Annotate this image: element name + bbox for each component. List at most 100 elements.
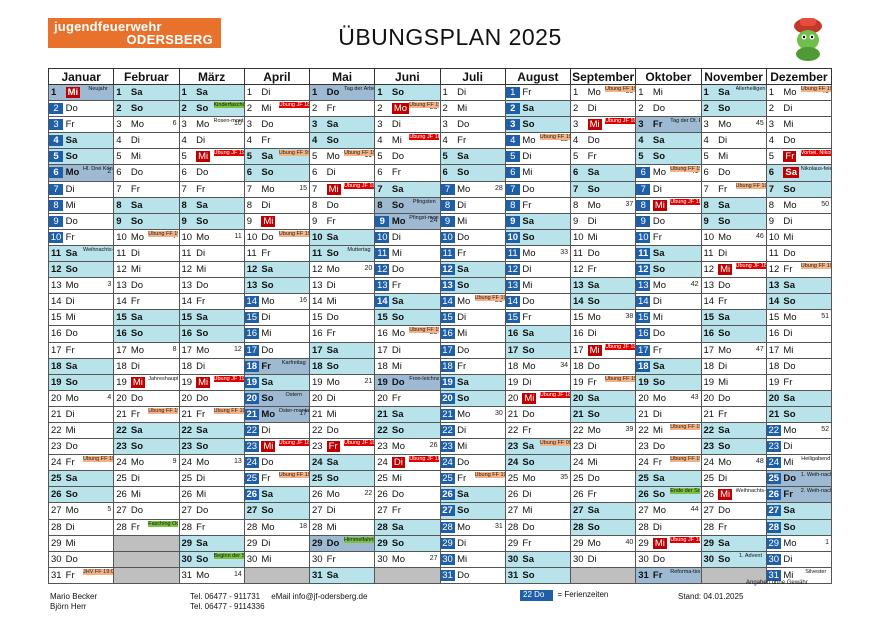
day-cell: 5 Mi [700,148,767,166]
day-cell: 11 Do [569,244,637,263]
day-cell: 30 Di [569,550,637,568]
day-cell: 6 Mo41Übung FF 19:00h [635,164,702,182]
week-number: 43 [690,393,699,401]
day-cell: 8 Fr [504,196,572,214]
day-label: 28 Fr [181,521,206,533]
day-label: 18 So [312,360,339,372]
day-label: 31 So [507,569,535,581]
day-cell: 18 Mo 34 [504,357,572,375]
email[interactable]: eMail info@jf-odersberg.de [271,592,368,601]
day-cell: 30 Mo 27 [374,550,441,568]
day-label: 25 Sa [51,473,78,485]
day-label: 6 Mi [506,167,532,179]
footer-contacts: Mario Becker Björn Herr [50,592,97,612]
day-label: 29 Fr [507,537,532,549]
day-label: 2 Di [768,103,793,115]
day-cell: 24 Fr Übung FF 19:00h [635,454,702,472]
week-number: 26 [429,442,438,450]
day-cell: 13 Do [113,277,180,295]
day-label: 10 Do [441,231,470,243]
day-cell: 19 MiJahreshaupt-vers. 18:00h [113,373,180,391]
day-label: 10 Mo [116,231,145,243]
day-label: 30 Sa [507,553,535,565]
day-cell: 25 Mo 35 [504,470,572,488]
day-label: 27 Do [703,505,731,517]
day-cell: 5 Di [504,148,572,166]
day-label: 28 Sa [377,521,404,533]
day-cell: 17 Di [374,341,441,359]
month-header-4: April [243,68,311,85]
day-label: 13 Mo [636,280,667,292]
day-cell: 29 Mo 40 [569,534,637,552]
day-label: 3 So [506,119,535,131]
day-label: 12 Mi [703,264,733,276]
day-note: Übung FF 19:00h [409,102,439,109]
day-cell: 16 Di [569,325,637,343]
day-cell: 6 Mi [504,164,572,182]
day-cell: 6 Di [308,164,376,182]
day-label: 12 Fr [573,264,597,276]
day-label: 18 Di [703,360,728,372]
day-label: 16 Mi [245,328,272,340]
day-label: 26 Mi [116,489,141,501]
day-cell: 8 Mi [47,196,115,214]
day-label: 3 Sa [312,119,339,131]
day-label: 11 Di [703,247,728,259]
day-label: 26 Mi [181,489,207,501]
day-label: 2 So [703,103,731,115]
day-cell: 1 Mo49Übung FF 19:00h [765,83,833,102]
day-cell: 30 Di [765,550,833,568]
day-cell: 2 Do [635,100,702,118]
day-label: 25 Di [181,473,206,485]
day-label: 19 Fr [573,376,597,388]
day-cell: 25 Do1. Weih-nachtstag [765,470,833,488]
empty-cell [700,566,767,584]
day-note: Übung JF 18:00 Uhr [670,536,700,543]
day-label: 13 Do [703,280,731,292]
day-cell: 10 Mo 46 [700,228,767,246]
day-cell: 25 Mi [374,470,441,488]
day-cell: 24 Do [439,454,506,472]
day-cell: 5 Mi [113,148,180,166]
day-cell: 19 Fr [765,373,833,391]
day-label: 2 Mo [377,103,410,115]
day-cell: 22 So [374,421,441,440]
week-number: 5 [107,506,112,514]
day-cell: 24 Sa [308,454,376,472]
day-label: 13 So [246,280,274,292]
day-cell: 16 So [113,325,180,343]
day-label: 15 Sa [116,312,143,324]
day-label: 20 Do [116,392,144,404]
day-cell: 27 Sa [765,502,833,520]
day-label: 21 Mo [245,408,276,420]
day-label: 5 Mo [312,151,340,163]
day-cell: 11 So Muttertag [308,244,376,263]
day-label: 2 So [181,103,209,115]
day-cell: 18 So [308,357,376,375]
week-number: 48 [755,458,764,466]
day-cell: 26 Fr [569,486,637,504]
day-label: 24 Mo [181,457,210,469]
day-label: 10 Fr [49,231,75,243]
day-label: 12 So [51,264,78,276]
day-label: 4 So [312,135,339,147]
day-label: 3 Mo [181,119,210,131]
day-label: 23 So [181,441,209,453]
day-cell: 11 Do [765,244,833,263]
day-cell: 3 Mo 6 [113,116,180,134]
day-cell: 14 Fr [178,293,245,311]
day-label: 10 Di [375,231,401,243]
day-label: 15 Mo [573,312,601,324]
day-cell: 19 Fr Übung FF 19:00h [569,373,637,391]
day-label: 15 Di [245,312,271,324]
day-cell: 18 Sa [635,357,702,375]
day-cell: 17 Mo 12 [178,341,245,359]
day-cell: 29 Sa [700,534,767,552]
day-cell: 22 Di [439,421,506,440]
day-label: 24 Mo [703,457,732,469]
day-cell: 8 Di [439,196,506,214]
